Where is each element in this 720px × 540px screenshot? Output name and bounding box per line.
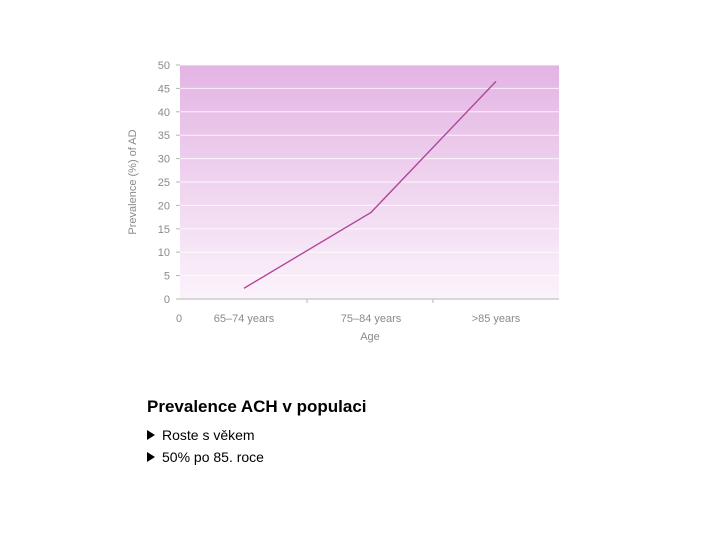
y-tick-label: 35 bbox=[158, 130, 170, 142]
y-tick-label: 30 bbox=[158, 154, 170, 166]
series-group bbox=[243, 80, 497, 289]
bullet-text: Roste s věkem bbox=[162, 427, 255, 443]
bullet-item: Roste s věkem bbox=[147, 427, 367, 443]
caption-title: Prevalence ACH v populaci bbox=[147, 397, 367, 416]
y-tick-label: 5 bbox=[164, 271, 170, 283]
y-tick-label: 15 bbox=[158, 224, 170, 236]
series-line bbox=[243, 80, 497, 289]
x-axis-title: Age bbox=[360, 331, 380, 343]
bullet-item: 50% po 85. roce bbox=[147, 449, 367, 465]
bullet-text: 50% po 85. roce bbox=[162, 449, 264, 465]
y-tick-label: 0 bbox=[164, 294, 170, 306]
arrow-bullet-icon bbox=[147, 452, 155, 462]
y-tick-label: 20 bbox=[158, 200, 170, 212]
x-tick-label: >85 years bbox=[472, 313, 521, 325]
y-axis-ticks: 0 5 10 15 20 25 30 35 40 45 50 bbox=[158, 60, 180, 306]
arrow-bullet-icon bbox=[147, 430, 155, 440]
y-tick-label: 10 bbox=[158, 247, 170, 259]
x-tick-label: 75–84 years bbox=[341, 313, 402, 325]
prevalence-chart: 0 5 10 15 20 25 30 35 40 45 50 65–74 years 75–84 ye… bbox=[127, 60, 559, 343]
y-tick-label: 45 bbox=[158, 83, 170, 95]
y-axis-title: Prevalence (%) of AD bbox=[127, 129, 139, 234]
x-tick-label: 65–74 years bbox=[214, 313, 275, 325]
y-tick-label: 40 bbox=[158, 107, 170, 119]
caption: Prevalence ACH v populaci Roste s věkem … bbox=[147, 397, 367, 471]
y-tick-label: 25 bbox=[158, 177, 170, 189]
x-origin-label: 0 bbox=[176, 313, 182, 325]
y-tick-label: 50 bbox=[158, 60, 170, 72]
grid-lines bbox=[180, 64, 559, 277]
x-axis-ticks: 65–74 years 75–84 years >85 years bbox=[214, 299, 521, 325]
